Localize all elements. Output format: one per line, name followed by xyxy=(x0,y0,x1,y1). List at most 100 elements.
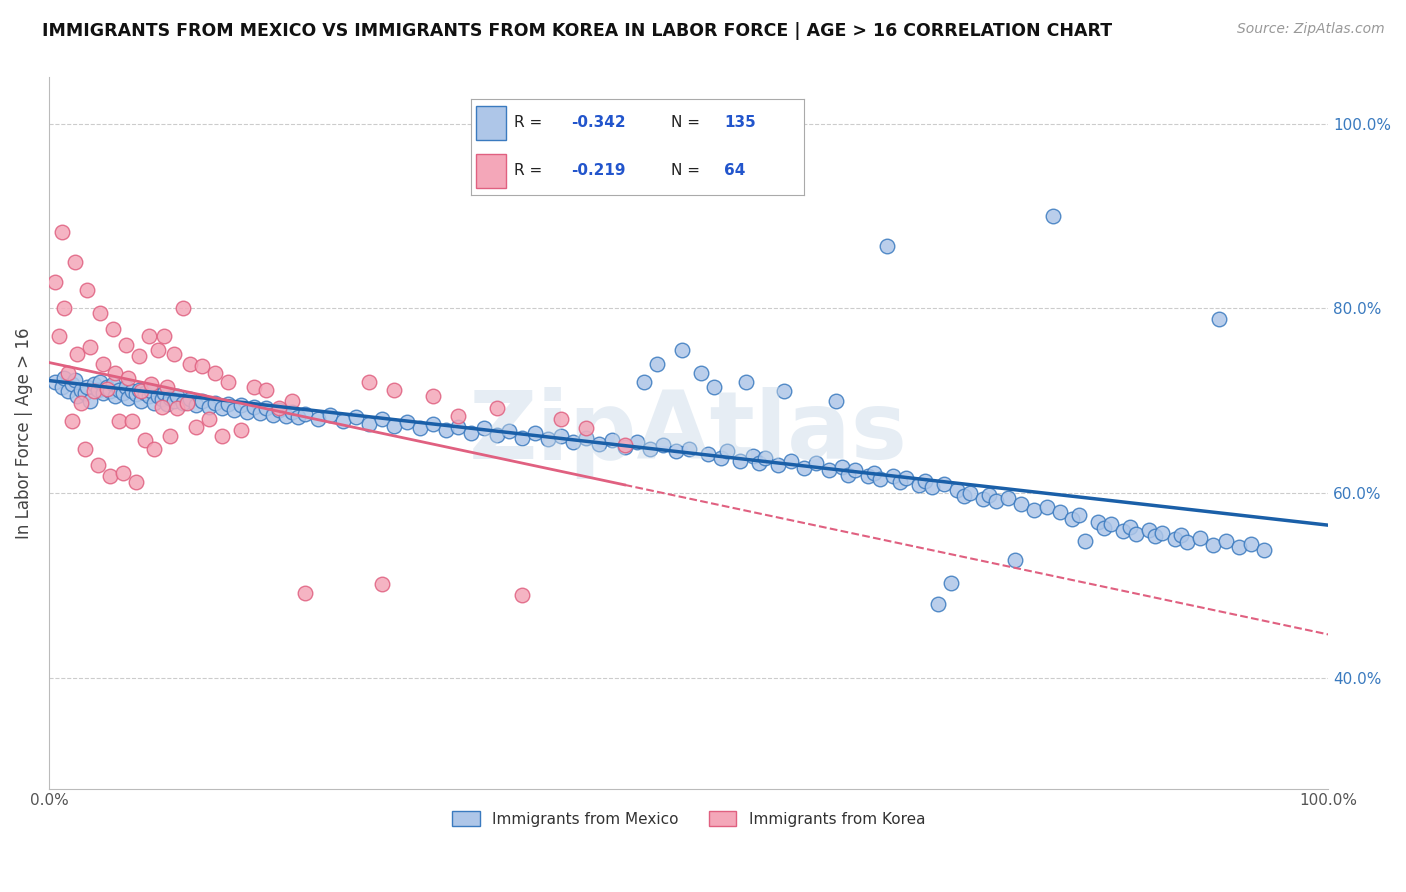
Point xyxy=(76,380,98,394)
Point xyxy=(537,433,560,447)
Point xyxy=(141,377,163,392)
Point xyxy=(104,389,127,403)
Point xyxy=(66,389,89,403)
Point xyxy=(172,395,194,409)
Point xyxy=(274,409,297,424)
Point xyxy=(217,397,239,411)
Point xyxy=(100,469,122,483)
Point xyxy=(1163,532,1185,546)
Point xyxy=(242,380,264,394)
Point xyxy=(818,463,841,477)
Y-axis label: In Labor Force | Age > 16: In Labor Force | Age > 16 xyxy=(15,327,32,539)
Point xyxy=(357,375,380,389)
Point xyxy=(79,340,101,354)
Point xyxy=(447,409,470,424)
Point xyxy=(1227,541,1250,555)
Point xyxy=(129,384,152,399)
Point xyxy=(1177,535,1199,549)
Point xyxy=(1042,209,1064,223)
Point xyxy=(741,449,763,463)
Point xyxy=(332,414,354,428)
Point xyxy=(198,412,221,426)
Point xyxy=(370,412,392,426)
Point xyxy=(269,403,291,417)
Point xyxy=(96,382,118,396)
Point xyxy=(163,347,186,361)
Point xyxy=(1099,517,1122,532)
Point xyxy=(1022,502,1045,516)
Point xyxy=(63,373,86,387)
Point xyxy=(671,343,693,357)
Point xyxy=(703,380,725,394)
Point xyxy=(485,401,508,415)
Point xyxy=(128,383,150,397)
Point xyxy=(396,415,419,429)
Point xyxy=(1240,537,1263,551)
Point xyxy=(550,429,572,443)
Point xyxy=(434,423,457,437)
Point xyxy=(191,359,214,373)
Point xyxy=(96,380,118,394)
Point xyxy=(184,419,207,434)
Text: Source: ZipAtlas.com: Source: ZipAtlas.com xyxy=(1237,22,1385,37)
Point xyxy=(89,306,111,320)
Point xyxy=(53,301,76,316)
Point xyxy=(773,384,796,399)
Point xyxy=(224,403,246,417)
Point xyxy=(831,460,853,475)
Point xyxy=(889,475,911,489)
Point xyxy=(172,301,194,316)
Point xyxy=(307,412,329,426)
Point xyxy=(287,410,309,425)
Point xyxy=(142,395,165,409)
Point xyxy=(281,393,304,408)
Point xyxy=(1062,512,1084,526)
Point xyxy=(1067,508,1090,523)
Point xyxy=(153,329,176,343)
Point xyxy=(510,588,533,602)
Point xyxy=(159,391,181,405)
Point xyxy=(319,409,342,423)
Point xyxy=(856,469,879,483)
Point xyxy=(108,383,131,397)
Point xyxy=(217,375,239,389)
Point xyxy=(91,357,114,371)
Point xyxy=(690,366,713,380)
Point xyxy=(204,366,226,380)
Point xyxy=(921,480,943,494)
Point xyxy=(211,429,233,443)
Point xyxy=(460,425,482,440)
Point xyxy=(793,461,815,475)
Point xyxy=(1010,497,1032,511)
Point xyxy=(294,407,316,421)
Point xyxy=(1125,526,1147,541)
Point xyxy=(1092,521,1115,535)
Point xyxy=(153,386,176,401)
Point xyxy=(121,414,143,428)
Point xyxy=(163,393,186,408)
Point xyxy=(575,431,598,445)
Point xyxy=(138,329,160,343)
Point xyxy=(665,444,688,458)
Point xyxy=(100,384,122,399)
Point xyxy=(229,398,252,412)
Point xyxy=(166,401,188,415)
Point xyxy=(156,380,179,394)
Point xyxy=(907,477,929,491)
Point xyxy=(70,383,93,397)
Point xyxy=(83,384,105,399)
Point xyxy=(766,458,789,473)
Point xyxy=(728,453,751,467)
Point xyxy=(876,238,898,252)
Point xyxy=(510,431,533,445)
Point xyxy=(485,427,508,442)
Point xyxy=(117,391,139,405)
Point xyxy=(1170,528,1192,542)
Point xyxy=(1004,553,1026,567)
Point xyxy=(613,438,636,452)
Point xyxy=(645,357,668,371)
Point xyxy=(138,389,160,403)
Point xyxy=(972,491,994,506)
Point xyxy=(179,357,201,371)
Point xyxy=(1137,523,1160,537)
